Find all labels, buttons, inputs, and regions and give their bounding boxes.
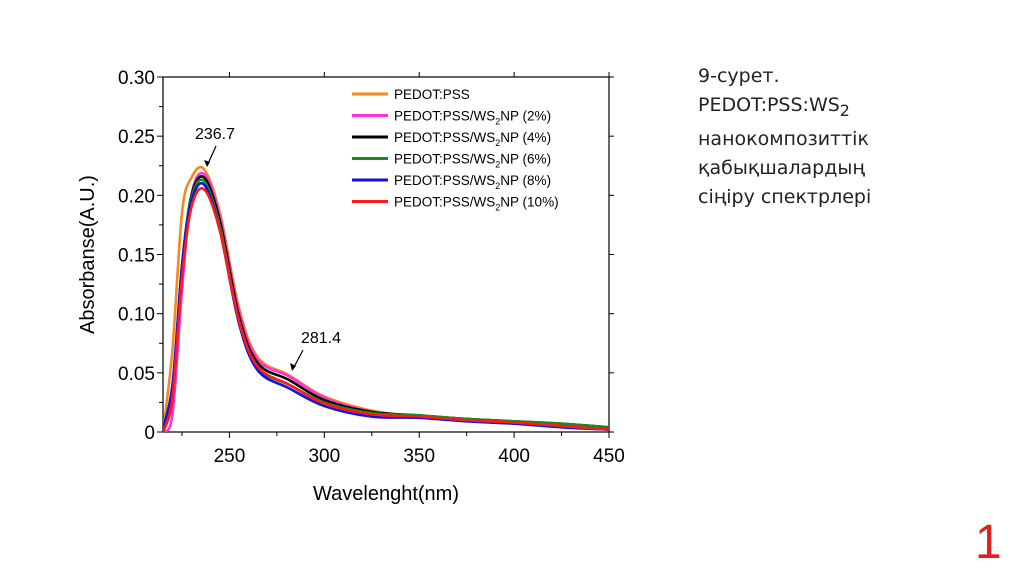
caption-line: 9-сурет.	[698, 65, 780, 87]
y-tick-label: 0	[144, 423, 155, 444]
legend-label: PEDOT:PSS/WS2NP (10%)	[394, 195, 559, 213]
x-tick-label: 350	[403, 446, 435, 467]
x-tick-label: 250	[214, 446, 246, 467]
x-tick-label: 400	[498, 446, 530, 467]
shoulder-annotation: 281.4	[301, 330, 341, 347]
caption-line: сіңіру спектрлері	[698, 185, 872, 208]
y-axis-label: Absorbanse(A.U.)	[77, 175, 99, 334]
legend-label: PEDOT:PSS	[394, 87, 470, 102]
arrow-head	[290, 363, 296, 371]
arrow-head	[204, 160, 210, 167]
x-axis-label: Wavelenght(nm)	[313, 483, 459, 505]
legend-label: PEDOT:PSS/WS2NP (6%)	[394, 152, 551, 170]
caption-line: нанокомпозиттік	[698, 127, 869, 150]
y-tick-label: 0.10	[118, 305, 155, 326]
y-tick-label: 0.15	[118, 246, 155, 267]
series-line	[163, 171, 609, 432]
series-line	[163, 175, 609, 432]
x-tick-label: 450	[593, 446, 625, 467]
series-line	[163, 178, 609, 432]
figure-caption: 9-сурет. PEDOT:PSS:WS2 нанокомпозиттік қ…	[698, 62, 871, 212]
page-number: 1	[975, 516, 1002, 569]
y-tick-label: 0.20	[118, 186, 155, 207]
caption-line: PEDOT:PSS:WS2	[698, 91, 871, 125]
x-tick-label: 300	[308, 446, 340, 467]
caption-line: қабықшалардың	[698, 156, 865, 179]
series-line	[163, 181, 609, 431]
legend-label: PEDOT:PSS/WS2NP (8%)	[394, 173, 551, 191]
y-tick-label: 0.30	[118, 68, 155, 89]
peak-annotation: 236.7	[195, 126, 235, 143]
y-tick-label: 0.05	[118, 364, 155, 385]
caption-subscript: 2	[839, 100, 850, 120]
absorbance-chart: 250 300 350 400 450 0 0.05 0.10 0.15 0.20 0.25 0.30…	[77, 68, 625, 505]
legend-label: PEDOT:PSS/WS2NP (2%)	[394, 109, 551, 127]
legend-label: PEDOT:PSS/WS2NP (4%)	[394, 130, 551, 148]
caption-text: PEDOT:PSS:WS	[698, 94, 840, 116]
y-tick-label: 0.25	[118, 127, 155, 148]
series-line	[163, 187, 609, 432]
